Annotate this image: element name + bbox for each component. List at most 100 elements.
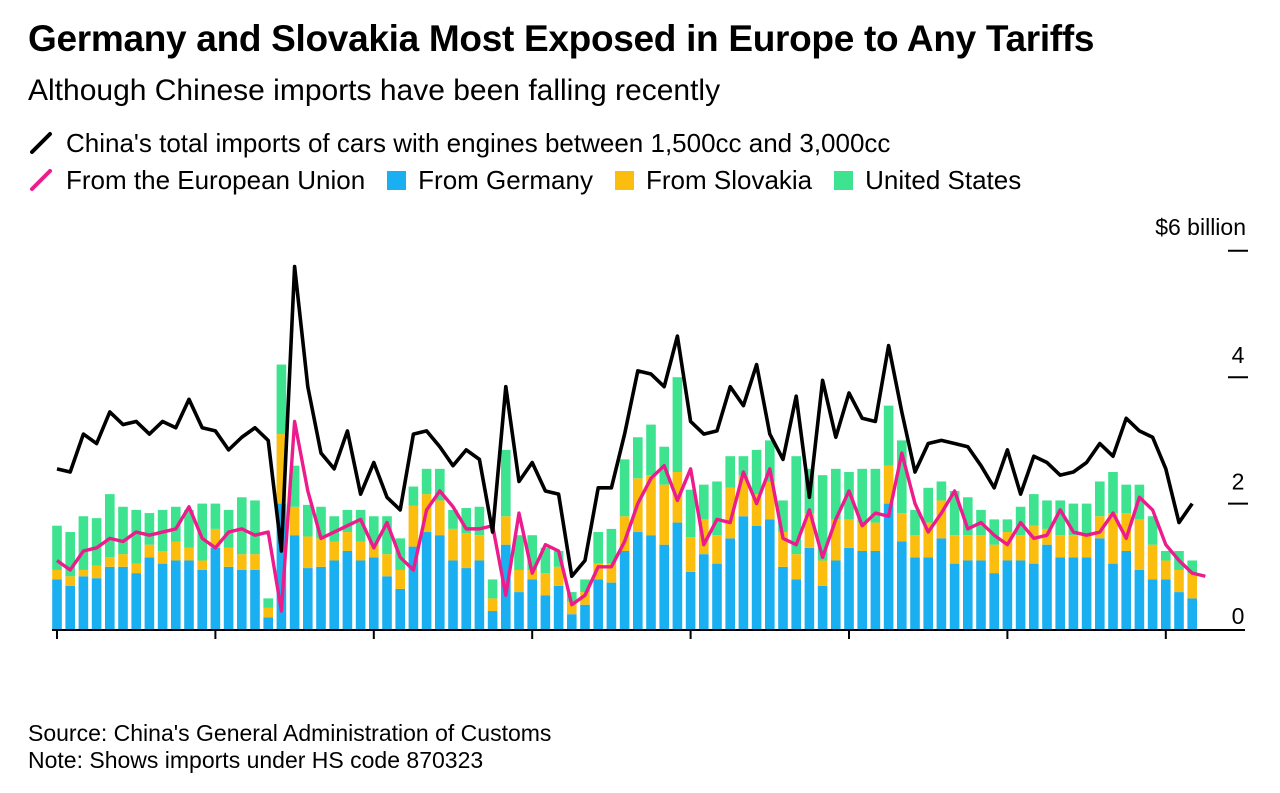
bar-us: [1161, 551, 1171, 561]
bar-slovakia: [210, 528, 221, 548]
bar-us: [685, 489, 696, 538]
bar-slovakia: [1015, 535, 1026, 561]
bar-germany: [606, 582, 617, 630]
bar-slovakia: [289, 506, 300, 536]
legend-swatch-slovakia: [614, 170, 634, 190]
bar-germany: [78, 576, 89, 630]
bar-slovakia: [105, 557, 115, 567]
y-tick-label: 4: [1232, 342, 1245, 368]
bar-germany: [223, 566, 234, 630]
legend-item-eu: From the European Union: [28, 165, 365, 196]
bar-us: [421, 468, 432, 495]
bar-germany: [1134, 569, 1145, 630]
bar-us: [1002, 519, 1013, 533]
bar-us: [223, 509, 234, 548]
bar-slovakia: [184, 547, 194, 561]
bar-us: [725, 456, 735, 488]
bar-slovakia: [963, 535, 973, 561]
bar-slovakia: [1108, 513, 1118, 564]
bar-slovakia: [316, 538, 326, 567]
bar-germany: [646, 535, 656, 630]
bar-slovakia: [78, 569, 89, 577]
bar-us: [65, 532, 75, 577]
bar-slovakia: [52, 569, 62, 580]
bar-slovakia: [144, 544, 155, 558]
bar-germany: [474, 560, 485, 630]
bar-slovakia: [553, 566, 564, 586]
bar-us: [1042, 500, 1052, 529]
bar-slovakia: [1134, 519, 1145, 570]
bar-slovakia: [989, 544, 999, 574]
bar-slovakia: [751, 494, 762, 526]
bar-slovakia: [778, 532, 788, 567]
bar-slovakia: [844, 519, 854, 548]
bar-germany: [567, 614, 577, 630]
bar-us: [897, 440, 907, 514]
bar-slovakia: [567, 601, 577, 615]
bar-us: [1121, 484, 1131, 514]
bar-germany: [303, 568, 313, 630]
legend-item-us: United States: [834, 165, 1021, 196]
bar-slovakia: [725, 487, 735, 539]
bar-germany: [316, 566, 326, 630]
bar-us: [817, 475, 828, 561]
bar-slovakia: [910, 535, 920, 558]
bar-germany: [369, 557, 379, 630]
bar-us: [210, 503, 221, 529]
bar-slovakia: [606, 563, 617, 583]
bar-us: [540, 547, 551, 574]
bar-germany: [699, 554, 709, 630]
bar-germany: [157, 563, 168, 630]
bar-germany: [210, 547, 221, 630]
bar-us: [131, 509, 141, 564]
bar-germany: [342, 551, 353, 630]
bar-slovakia: [501, 516, 511, 545]
bar-us: [448, 509, 458, 529]
bar-germany: [421, 532, 432, 630]
bar-germany: [883, 503, 894, 630]
bar-slovakia: [223, 547, 234, 567]
bar-us: [857, 468, 867, 523]
bar-slovakia: [1029, 525, 1039, 564]
bar-slovakia: [250, 554, 260, 570]
bar-us: [78, 516, 89, 570]
bar-us: [1081, 503, 1092, 536]
bar-slovakia: [65, 576, 75, 586]
bar-us: [52, 525, 62, 570]
bar-us: [527, 535, 537, 570]
bar-us: [1187, 560, 1197, 574]
bar-slovakia: [619, 516, 630, 551]
bar-germany: [1029, 563, 1039, 630]
bar-us: [144, 513, 155, 545]
legend-row-2: From the European Union From Germany Fro…: [28, 163, 1043, 197]
bar-slovakia: [870, 522, 881, 551]
bar-germany: [976, 560, 986, 630]
bar-slovakia: [435, 500, 445, 536]
bar-germany: [105, 566, 115, 630]
bar-germany: [1121, 551, 1131, 630]
bar-slovakia: [580, 592, 590, 605]
bar-us: [91, 518, 102, 566]
bar-us: [751, 449, 762, 495]
bar-us: [672, 377, 683, 472]
bar-us: [514, 535, 524, 570]
bar-slovakia: [1174, 569, 1184, 593]
bar-germany: [395, 588, 405, 630]
bar-us: [1108, 472, 1118, 514]
bar-us: [382, 516, 392, 555]
bar-us: [276, 364, 287, 435]
bar-germany: [408, 546, 419, 630]
bar-us: [263, 598, 273, 608]
legend-line-total-icon: [30, 132, 52, 154]
bar-germany: [1095, 538, 1105, 630]
bar-us: [1147, 516, 1158, 545]
bar-us: [738, 456, 749, 476]
bar-slovakia: [329, 541, 339, 561]
bar-slovakia: [765, 481, 775, 520]
bar-slovakia: [395, 569, 405, 589]
bar-us: [923, 487, 933, 523]
bar-slovakia: [646, 475, 656, 536]
bar-slovakia: [976, 535, 986, 561]
bar-germany: [263, 617, 273, 630]
bar-us: [1029, 494, 1039, 526]
